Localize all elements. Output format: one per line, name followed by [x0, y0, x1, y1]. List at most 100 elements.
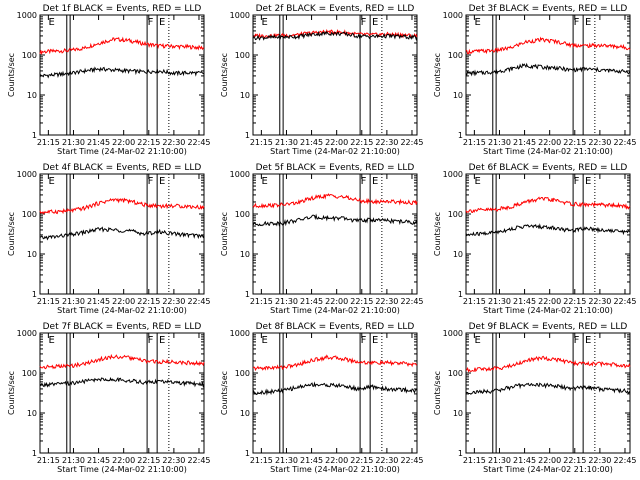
interval-marker-label: F — [361, 335, 367, 346]
plot-frame — [465, 14, 631, 136]
panel-title: Det 4f BLACK = Events, RED = LLD — [43, 163, 202, 173]
y-tick-label: 1 — [458, 290, 463, 299]
y-tick-label: 1000 — [443, 329, 463, 338]
panel-title: Det 5f BLACK = Events, RED = LLD — [256, 163, 415, 173]
x-axis-label: Start Time (24-Mar-02 21:10:00) — [57, 465, 187, 474]
panel-title: Det 1f BLACK = Events, RED = LLD — [43, 4, 202, 14]
x-axis-label: Start Time (24-Mar-02 21:10:00) — [270, 465, 400, 474]
plot-frame — [39, 14, 205, 136]
interval-marker-label: E — [585, 176, 591, 187]
y-tick-label: 100 — [448, 210, 463, 219]
lld-series-line — [252, 28, 418, 40]
plot-frame — [39, 332, 205, 454]
x-tick-label: 22:30 — [375, 456, 398, 465]
x-tick-label: 22:00 — [325, 138, 348, 147]
y-tick-label: 100 — [22, 210, 37, 219]
x-tick-label: 22:15 — [350, 138, 373, 147]
y-axis-label: Counts/sec — [220, 212, 229, 256]
y-tick-label: 1 — [458, 449, 463, 458]
x-tick-label: 22:15 — [137, 138, 160, 147]
interval-marker-label: F — [148, 335, 154, 346]
y-tick-label: 1000 — [17, 170, 37, 179]
x-tick-label: 21:45 — [513, 297, 536, 306]
x-tick-label: 22:15 — [350, 297, 373, 306]
interval-marker-label: E — [475, 335, 481, 346]
x-tick-label: 21:45 — [87, 297, 110, 306]
y-axis-label: Counts/sec — [220, 53, 229, 97]
x-tick-label: 22:15 — [563, 297, 586, 306]
x-tick-label: 21:30 — [275, 297, 298, 306]
interval-marker-label: E — [475, 176, 481, 187]
x-tick-label: 22:45 — [187, 297, 210, 306]
y-tick-label: 100 — [448, 51, 463, 60]
interval-marker-label: E — [372, 335, 378, 346]
interval-marker-label: E — [159, 17, 165, 28]
panel-det-2: Det 2f BLACK = Events, RED = LLD 1 10 100 10… — [220, 4, 424, 156]
x-tick-label: 22:45 — [187, 456, 210, 465]
x-axis-label: Start Time (24-Mar-02 21:10:00) — [57, 306, 187, 315]
x-axis-label: Start Time (24-Mar-02 21:10:00) — [57, 147, 187, 156]
y-tick-label: 10 — [240, 409, 250, 418]
x-tick-label: 21:45 — [87, 138, 110, 147]
y-axis-label: Counts/sec — [433, 53, 442, 97]
y-axis-label: Counts/sec — [220, 371, 229, 415]
y-tick-label: 100 — [448, 369, 463, 378]
x-tick-label: 21:30 — [488, 297, 511, 306]
y-tick-label: 1 — [32, 131, 37, 140]
y-axis-label: Counts/sec — [7, 53, 16, 97]
panel-det-5: Det 5f BLACK = Events, RED = LLD 1 10 100 10… — [220, 163, 424, 315]
interval-marker-label: F — [574, 176, 580, 187]
y-axis-label: Counts/sec — [7, 371, 16, 415]
x-tick-label: 21:30 — [62, 138, 85, 147]
x-tick-label: 21:15 — [463, 456, 486, 465]
panel-det-7: Det 7f BLACK = Events, RED = LLD 1 10 100 10… — [7, 322, 211, 474]
panel-title: Det 6f BLACK = Events, RED = LLD — [469, 163, 628, 173]
interval-marker-label: F — [361, 17, 367, 28]
y-tick-label: 1 — [32, 290, 37, 299]
x-tick-label: 21:45 — [300, 456, 323, 465]
x-tick-label: 22:15 — [563, 138, 586, 147]
y-tick-label: 10 — [453, 91, 463, 100]
interval-marker-label: F — [574, 17, 580, 28]
x-tick-label: 21:15 — [463, 138, 486, 147]
y-tick-label: 100 — [235, 210, 250, 219]
x-tick-label: 22:00 — [112, 138, 135, 147]
x-tick-label: 22:30 — [162, 138, 185, 147]
interval-marker-label: E — [159, 176, 165, 187]
y-tick-label: 1000 — [443, 11, 463, 20]
y-axis-label: Counts/sec — [433, 212, 442, 256]
y-tick-label: 100 — [235, 369, 250, 378]
x-tick-label: 22:30 — [162, 456, 185, 465]
y-axis-label: Counts/sec — [433, 371, 442, 415]
panel-det-1: Det 1f BLACK = Events, RED = LLD 1 10 100 10… — [7, 4, 211, 156]
x-tick-label: 22:45 — [400, 297, 423, 306]
y-tick-label: 1 — [245, 290, 250, 299]
events-series-line — [252, 213, 418, 227]
x-tick-label: 21:15 — [37, 138, 60, 147]
interval-marker-label: E — [262, 176, 268, 187]
plot-frame — [252, 332, 418, 454]
x-tick-label: 21:30 — [275, 456, 298, 465]
y-tick-label: 1 — [245, 449, 250, 458]
x-axis-label: Start Time (24-Mar-02 21:10:00) — [483, 306, 613, 315]
y-tick-label: 10 — [453, 250, 463, 259]
x-axis-label: Start Time (24-Mar-02 21:10:00) — [483, 465, 613, 474]
lld-series-line — [252, 193, 418, 209]
y-tick-label: 10 — [27, 250, 37, 259]
x-tick-label: 21:30 — [275, 138, 298, 147]
events-series-line — [39, 66, 205, 79]
x-tick-label: 21:30 — [488, 138, 511, 147]
y-tick-label: 1 — [458, 131, 463, 140]
interval-marker-label: F — [148, 176, 154, 187]
y-tick-label: 10 — [240, 250, 250, 259]
events-series-line — [39, 376, 205, 388]
x-axis-label: Start Time (24-Mar-02 21:10:00) — [270, 306, 400, 315]
y-tick-label: 10 — [453, 409, 463, 418]
interval-marker-label: E — [372, 17, 378, 28]
x-tick-label: 22:30 — [162, 297, 185, 306]
x-tick-label: 22:00 — [112, 456, 135, 465]
x-tick-label: 22:30 — [588, 297, 611, 306]
interval-marker-label: E — [49, 176, 55, 187]
lld-series-line — [39, 36, 205, 56]
